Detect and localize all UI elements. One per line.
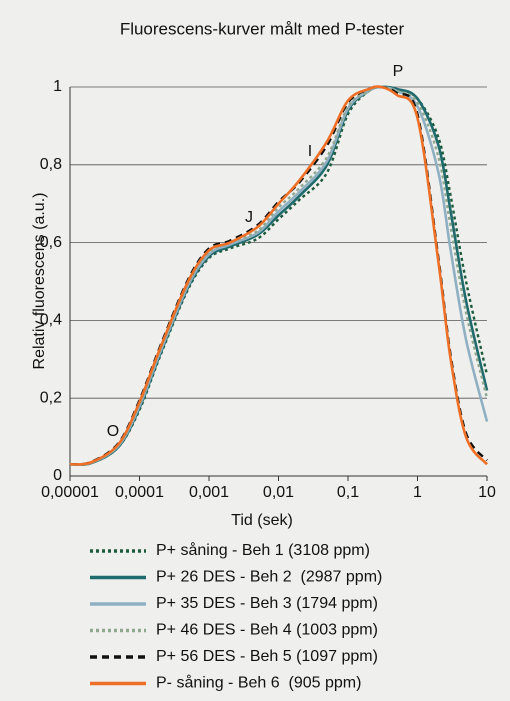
legend-label: P+ 46 DES - Beh 4 (1003 ppm) (156, 622, 378, 639)
x-tick-label: 0,0001 (115, 484, 164, 501)
y-tick-label: 0,8 (40, 156, 62, 173)
legend-label: P+ 35 DES - Beh 3 (1794 ppm) (156, 595, 378, 612)
y-tick-label: 0 (53, 467, 62, 484)
annotation: I (308, 143, 312, 160)
series-line (69, 85, 489, 467)
x-tick-label: 10 (478, 484, 496, 501)
series-line (69, 85, 489, 466)
series-line (69, 85, 488, 466)
annotation: P (393, 63, 404, 80)
y-tick-label: 1 (53, 78, 62, 95)
legend-label: P+ 56 DES - Beh 5 (1097 ppm) (156, 648, 378, 665)
x-tick-label: 0,01 (263, 484, 294, 501)
y-tick-label: 0,4 (40, 312, 62, 329)
annotation: J (245, 209, 253, 226)
y-tick-label: 0,2 (40, 389, 62, 406)
x-tick-label: 0,00001 (41, 484, 99, 501)
x-tick-label: 1 (413, 484, 422, 501)
x-tick-label: 0,1 (337, 484, 359, 501)
chart-title: Fluorescens-kurver målt med P-tester (120, 19, 405, 38)
legend-label: P- såning - Beh 6 (905 ppm) (156, 674, 361, 692)
y-axis-label: Relativ fluorescens (a.u.) (31, 193, 48, 370)
annotation: O (107, 423, 119, 440)
legend-label: P+ såning - Beh 1 (3108 ppm) (156, 541, 370, 559)
x-axis-label: Tid (sek) (231, 512, 293, 529)
series-line (69, 85, 489, 466)
x-tick-label: 0,001 (189, 484, 229, 501)
y-tick-label: 0,6 (40, 234, 62, 251)
series-line (69, 85, 489, 466)
series-line (69, 85, 489, 466)
legend-label: P+ 26 DES - Beh 2 (2987 ppm) (156, 569, 382, 586)
